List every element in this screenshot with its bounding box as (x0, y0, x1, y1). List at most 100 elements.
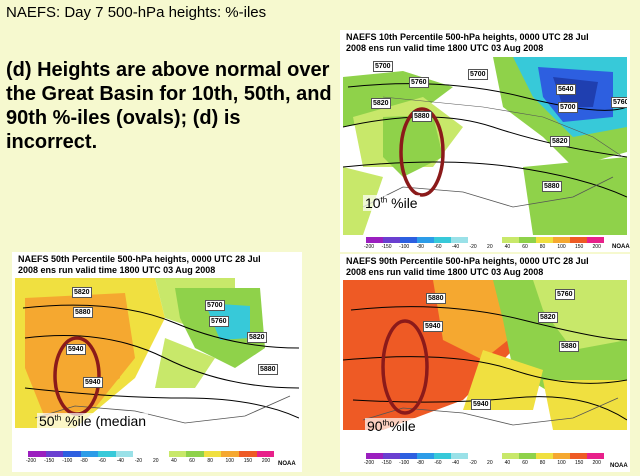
colorbar-tick-label: -150 (381, 244, 392, 250)
colorbar-tick-label: 60 (522, 244, 528, 250)
noaa-credit: NOAA (278, 461, 296, 467)
colorbar-tick-label: -200 (364, 244, 375, 250)
colorbar-swatch (203, 451, 222, 457)
colorbar-swatch (519, 237, 536, 243)
map-graphic (15, 278, 299, 450)
colorbar-tick-label: -60 (434, 460, 442, 466)
colorbar-swatch (485, 237, 502, 243)
colorbar-swatch (238, 451, 257, 457)
colorbar-tick-label: -80 (416, 460, 424, 466)
colorbar-tick-label: -20 (469, 460, 477, 466)
colorbar-tick-label: 150 (574, 244, 584, 250)
contour-label: 5880 (542, 181, 562, 192)
colorbar-swatch (383, 237, 400, 243)
contour-label: 5700 (558, 102, 578, 113)
contour-label: 5700 (468, 69, 488, 80)
colorbar-swatch (485, 453, 502, 459)
colorbar-ticks: -200 -150 -100 -80 -60 -40 -20 20 40 60 80 100 150 20… (364, 244, 610, 250)
panel-90th-percentile: NAEFS 90th Percentile 500-hPa heights, 0… (340, 254, 630, 472)
colorbar-tick-label: 80 (207, 458, 213, 464)
colorbar-swatch (133, 451, 152, 457)
colorbar-tick-label: -60 (98, 458, 106, 464)
colorbar-swatch (400, 453, 417, 459)
colorbar-swatch (80, 451, 99, 457)
colorbar-swatch (502, 453, 519, 459)
contour-label: 5820 (371, 98, 391, 109)
colorbar-tick-label: 200 (592, 244, 601, 250)
colorbar-swatch (168, 451, 187, 457)
colorbar-tick-label: -80 (416, 244, 424, 250)
percentile-label: 50th %ile (median (37, 413, 149, 429)
colorbar-tick-label: -100 (62, 458, 73, 464)
contour-label: 5760 (611, 97, 627, 108)
colorbar-swatch (151, 451, 169, 457)
panel-title: NAEFS 10th Percentile 500-hPa heights, 0… (346, 32, 589, 53)
colorbar-swatch (536, 237, 553, 243)
colorbar-tick-label: 80 (539, 244, 546, 250)
contour-label: 5880 (426, 293, 446, 304)
contour-label: 5880 (412, 111, 432, 122)
contour-label: 5640 (556, 84, 576, 95)
contour-label: 5700 (205, 300, 225, 311)
contour-label: 5940 (83, 377, 103, 388)
colorbar-swatch (383, 453, 400, 459)
colorbar-tick-label: 100 (557, 244, 566, 250)
colorbar-tick-label: -150 (381, 460, 392, 466)
claim-text: (d) Heights are above normal over the Gr… (6, 59, 332, 153)
colorbar-tick-label: -80 (80, 458, 88, 464)
contour-label: 5940 (66, 344, 86, 355)
colorbar-swatch (221, 451, 239, 457)
colorbar-tick-label: 150 (574, 460, 584, 466)
colorbar-swatch (400, 237, 417, 243)
colorbar-tick-label: 40 (171, 458, 177, 464)
colorbar-swatch (45, 451, 64, 457)
colorbar-tick-label: 200 (261, 458, 271, 464)
colorbar-tick-label: -40 (451, 244, 460, 250)
panel-50th-percentile: NAEFS 50th Percentile 500-hPa heights, 0… (12, 252, 302, 472)
colorbar-swatch (587, 237, 604, 243)
colorbar-swatch (63, 451, 81, 457)
colorbar-tick-label: 20 (487, 460, 493, 466)
colorbar-tick-label: 60 (522, 460, 528, 466)
colorbar-tick-label: -100 (399, 244, 410, 250)
contour-label: 5700 (373, 61, 393, 72)
noaa-credit: NOAA (612, 244, 630, 250)
contour-label: 5880 (559, 341, 579, 352)
colorbar-tick-label: 200 (592, 460, 601, 466)
panel-title: NAEFS 90th Percentile 500-hPa heights, 0… (346, 256, 589, 277)
colorbar-tick-label: 80 (539, 460, 546, 466)
colorbar-swatch (366, 237, 383, 243)
colorbar-tick-label: -40 (116, 458, 124, 464)
colorbar-swatch (256, 451, 275, 457)
colorbar-tick-label: 100 (557, 460, 566, 466)
contour-label: 5760 (409, 77, 429, 88)
contour-label: 5820 (550, 136, 570, 147)
percentile-label: 90th%ile (365, 418, 418, 434)
colorbar-swatch (570, 453, 587, 459)
colorbar-tick-label: 20 (487, 244, 493, 250)
colorbar-swatch (502, 237, 519, 243)
colorbar-swatch (451, 453, 468, 459)
colorbar-swatch (451, 237, 468, 243)
colorbar-tick-label: -200 (26, 458, 37, 464)
colorbar-tick-label: -150 (44, 458, 55, 464)
colorbar-ticks: -200 -150 -100 -80 -60 -40 -20 20 40 60 80 100 150 20… (26, 458, 280, 464)
contour-label: 5760 (555, 289, 575, 300)
colorbar-swatch (570, 237, 587, 243)
colorbar-tick-label: -20 (134, 458, 143, 464)
contour-label: 5940 (423, 321, 443, 332)
colorbar-tick-label: -100 (399, 460, 410, 466)
contour-label: 5820 (538, 312, 558, 323)
colorbar-tick-label: 100 (225, 458, 234, 464)
colorbar-swatch (587, 453, 604, 459)
colorbar-swatch (366, 453, 383, 459)
contour-label: 5880 (73, 307, 93, 318)
colorbar-swatch (468, 237, 485, 243)
noaa-credit: NOAA (610, 463, 628, 469)
contour-label: 5880 (258, 364, 278, 375)
contour-label: 5760 (209, 316, 229, 327)
map-50th: 5820 5880 5940 5940 5700 5760 5820 5880 … (15, 278, 299, 450)
colorbar-swatch (115, 451, 134, 457)
colorbar-swatch (417, 237, 434, 243)
colorbar-swatch (468, 453, 485, 459)
